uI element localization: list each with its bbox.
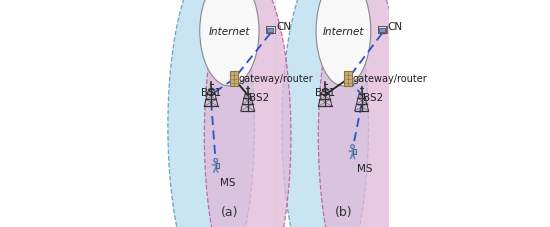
Text: Internet: Internet [208, 27, 250, 37]
Text: BS2: BS2 [250, 93, 270, 103]
Ellipse shape [316, 0, 371, 86]
FancyBboxPatch shape [267, 29, 273, 33]
Text: CN: CN [276, 22, 291, 32]
Text: gateway/router: gateway/router [239, 73, 314, 83]
Text: CN: CN [388, 22, 403, 32]
FancyBboxPatch shape [266, 27, 274, 34]
Text: BS1: BS1 [315, 88, 335, 98]
FancyBboxPatch shape [379, 29, 385, 33]
Ellipse shape [204, 0, 291, 227]
Ellipse shape [318, 0, 405, 227]
FancyBboxPatch shape [230, 72, 238, 87]
FancyBboxPatch shape [344, 72, 351, 87]
FancyBboxPatch shape [378, 27, 387, 34]
Ellipse shape [168, 0, 255, 227]
Ellipse shape [282, 0, 369, 227]
Text: (b): (b) [334, 205, 352, 218]
Circle shape [350, 145, 354, 149]
Text: BS2: BS2 [364, 93, 384, 103]
FancyBboxPatch shape [378, 27, 387, 34]
Ellipse shape [200, 0, 259, 86]
Circle shape [214, 159, 218, 163]
Text: gateway/router: gateway/router [353, 73, 428, 83]
FancyBboxPatch shape [353, 150, 356, 154]
FancyBboxPatch shape [267, 27, 275, 34]
Text: BS1: BS1 [201, 88, 221, 98]
FancyBboxPatch shape [216, 163, 219, 168]
Text: Internet: Internet [323, 27, 364, 37]
Text: MS: MS [356, 163, 372, 173]
Text: (a): (a) [221, 205, 238, 218]
Text: MS: MS [220, 177, 235, 187]
